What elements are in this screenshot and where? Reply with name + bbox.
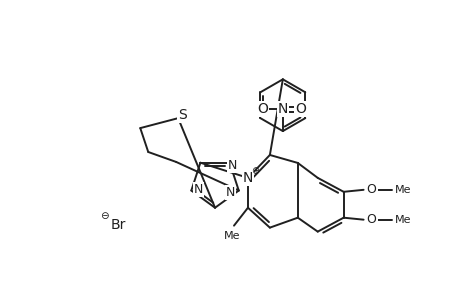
Text: N: N bbox=[193, 183, 202, 196]
Text: O: O bbox=[366, 183, 375, 196]
Text: ⊖: ⊖ bbox=[100, 211, 108, 221]
Text: Me: Me bbox=[394, 185, 411, 195]
Text: Me: Me bbox=[223, 231, 240, 241]
Text: O: O bbox=[257, 102, 268, 116]
Text: ⊕: ⊕ bbox=[250, 166, 258, 176]
Text: O: O bbox=[295, 102, 306, 116]
Text: N: N bbox=[242, 171, 252, 185]
Text: O: O bbox=[366, 213, 375, 226]
Text: Br: Br bbox=[111, 218, 126, 232]
Text: N: N bbox=[225, 186, 235, 199]
Text: Me: Me bbox=[394, 215, 411, 225]
Text: N: N bbox=[277, 102, 287, 116]
Text: S: S bbox=[177, 108, 186, 122]
Text: N: N bbox=[228, 159, 237, 172]
